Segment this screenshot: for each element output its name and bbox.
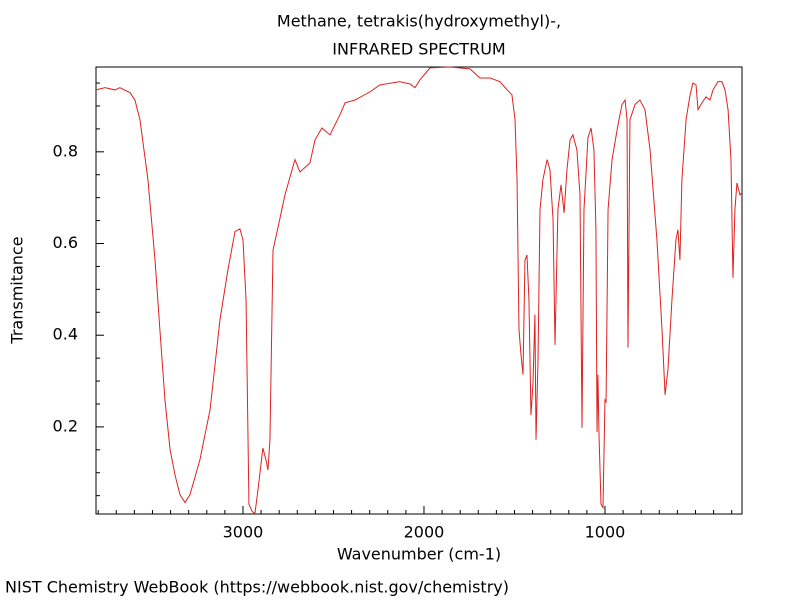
spectrum-line [95,66,743,515]
chart-title: Methane, tetrakis(hydroxymethyl)-, [277,12,561,31]
plot-frame [95,66,743,515]
y-tick-label: 0.4 [53,325,78,344]
x-tick-label: 1000 [585,523,626,542]
footer: NIST Chemistry WebBook (https://webbook.… [5,578,509,597]
x-tick-label: 3000 [223,523,264,542]
chart-subtitle: INFRARED SPECTRUM [332,40,505,59]
y-tick-label: 0.6 [53,233,78,252]
y-axis-label: Transmitance [8,236,27,344]
y-tick-label: 0.2 [53,416,78,435]
x-tick-label: 2000 [404,523,445,542]
y-tick-label: 0.8 [53,141,78,160]
x-axis-label: Wavenumber (cm-1) [337,545,501,564]
